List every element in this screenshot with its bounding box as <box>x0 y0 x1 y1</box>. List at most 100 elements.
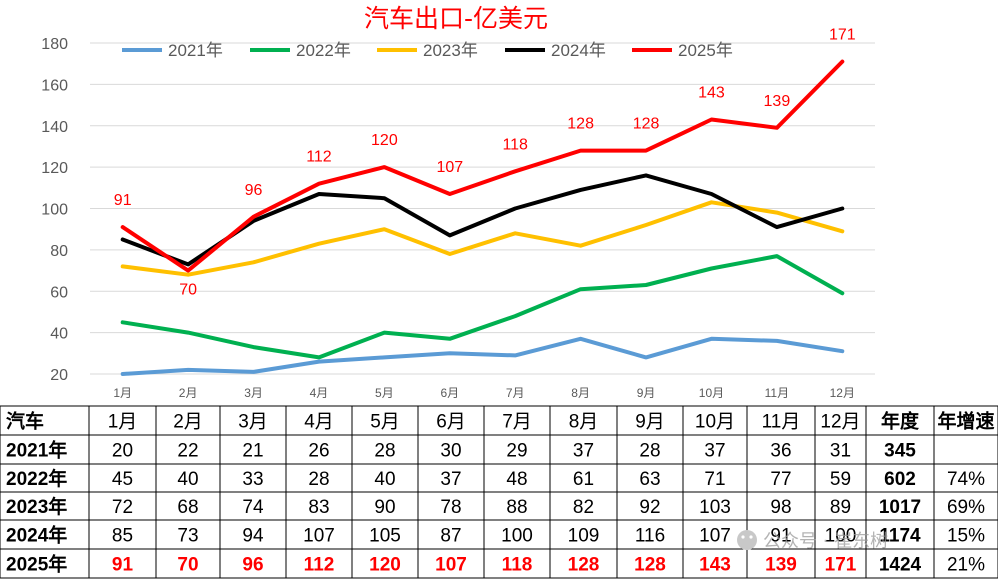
table-row-year: 2025年 <box>6 553 67 576</box>
table-cell: 107 <box>303 526 335 547</box>
x-tick-label: 8月 <box>571 386 590 400</box>
y-tick-label: 160 <box>41 77 68 94</box>
table-header-month: 12月 <box>820 412 860 433</box>
table-cell: 128 <box>568 555 600 576</box>
table-cell: 90 <box>374 497 395 518</box>
table-cell: 92 <box>639 497 660 518</box>
table-cell: 33 <box>242 469 263 490</box>
table-cell: 103 <box>699 497 731 518</box>
table-cell: 71 <box>704 469 725 490</box>
data-label: 143 <box>698 85 725 102</box>
watermark-text: 公众号 · 崔东树 <box>763 531 888 552</box>
y-tick-label: 120 <box>41 160 68 177</box>
table-header-month: 8月 <box>569 412 599 433</box>
data-label: 120 <box>371 132 398 149</box>
x-tick-label: 7月 <box>506 386 525 400</box>
table-cell: 128 <box>634 555 666 576</box>
table-cell: 48 <box>506 469 527 490</box>
grid-lines <box>90 42 875 375</box>
table-cell: 72 <box>112 497 133 518</box>
data-label: 70 <box>179 282 197 299</box>
table-cell: 26 <box>308 441 329 462</box>
table-cell: 63 <box>639 469 660 490</box>
table-header-month: 11月 <box>762 412 801 433</box>
table-cell: 100 <box>825 526 857 547</box>
series-lines <box>120 59 845 376</box>
table-cell: 78 <box>440 497 461 518</box>
legend-label: 2022年 <box>296 41 351 60</box>
table-cell: 77 <box>770 469 791 490</box>
table-cell: 74 <box>242 497 264 518</box>
table-cell: 107 <box>699 526 731 547</box>
table-cell: 70 <box>177 555 198 576</box>
table-header-annual: 年度 <box>881 410 920 433</box>
data-label: 139 <box>764 93 791 110</box>
table-cell: 31 <box>830 441 851 462</box>
table-cell-growth: 15% <box>947 526 985 547</box>
table-header-growth: 年增速 <box>937 410 994 433</box>
wechat-icon <box>737 530 757 550</box>
table-header-month: 9月 <box>635 412 665 433</box>
x-tick-label: 6月 <box>440 386 459 400</box>
y-tick-label: 20 <box>50 367 68 384</box>
x-tick-label: 12月 <box>830 386 855 400</box>
table-cell: 68 <box>177 497 198 518</box>
table-cell: 91 <box>112 555 134 576</box>
table-cell: 61 <box>573 469 594 490</box>
table-row-year: 2022年 <box>6 467 67 490</box>
y-tick-label: 40 <box>50 326 68 343</box>
legend: 2021年 2022年 2023年 2024年 2025年 <box>122 41 733 60</box>
table-cell: 109 <box>568 526 600 547</box>
data-label: 91 <box>114 192 132 209</box>
table-cell: 59 <box>830 469 851 490</box>
y-axis: 20 40 60 80 100 120 140 160 180 <box>41 36 68 384</box>
table-cell: 29 <box>506 441 527 462</box>
data-label: 118 <box>502 136 528 153</box>
table-cell-growth: 21% <box>947 555 985 576</box>
table-cell: 120 <box>369 555 401 576</box>
y-tick-label: 80 <box>50 243 68 260</box>
x-tick-label: 9月 <box>637 386 656 400</box>
table-cell: 98 <box>770 497 791 518</box>
table-header-month: 4月 <box>304 412 334 433</box>
legend-label: 2024年 <box>551 41 606 60</box>
table-header-month: 10月 <box>695 412 735 433</box>
table-cell: 171 <box>825 555 857 576</box>
watermark: 公众号 · 崔东树 <box>737 530 888 552</box>
table-cell: 87 <box>440 526 461 547</box>
x-tick-label: 10月 <box>699 386 724 400</box>
table-corner: 汽车 <box>6 410 44 433</box>
x-tick-label: 3月 <box>244 386 263 400</box>
series-line-2022年 <box>120 254 845 360</box>
table-cell: 36 <box>770 441 791 462</box>
table-header-month: 5月 <box>370 412 400 433</box>
series-line-2023年 <box>120 200 845 277</box>
series-line-2021年 <box>120 336 845 376</box>
table-cell: 105 <box>369 526 401 547</box>
table-cell: 21 <box>242 441 263 462</box>
legend-label: 2023年 <box>423 41 478 60</box>
data-label: 112 <box>306 149 332 166</box>
legend-label: 2025年 <box>678 41 733 60</box>
table-cell: 88 <box>506 497 527 518</box>
table-cell: 30 <box>440 441 461 462</box>
data-label: 171 <box>829 27 856 44</box>
table-cell: 40 <box>374 469 395 490</box>
table-cell: 112 <box>304 555 335 576</box>
table-cell: 89 <box>830 497 851 518</box>
y-tick-label: 140 <box>41 119 68 136</box>
table-cell-total: 1174 <box>879 526 921 547</box>
data-table: 汽车 1月 2月 3月 4月 5月 6月 7月 8月 9月 10月 11月 12月 年度 年增速 2021年 2… <box>0 405 998 579</box>
table-cell: 40 <box>177 469 198 490</box>
table-cell: 94 <box>242 526 264 547</box>
legend-label: 2021年 <box>168 41 223 60</box>
table-cell: 91 <box>770 526 791 547</box>
table-header-month: 1月 <box>108 412 138 433</box>
wechat-icon-eye <box>741 535 745 539</box>
x-axis: 1月 2月 3月 4月 5月 6月 7月 8月 9月 10月 11月 12月 <box>113 386 855 400</box>
table-cell: 37 <box>573 441 594 462</box>
table-cell: 83 <box>308 497 329 518</box>
table-header-month: 6月 <box>436 412 466 433</box>
table-cell: 143 <box>699 555 731 576</box>
data-label: 128 <box>633 116 660 133</box>
